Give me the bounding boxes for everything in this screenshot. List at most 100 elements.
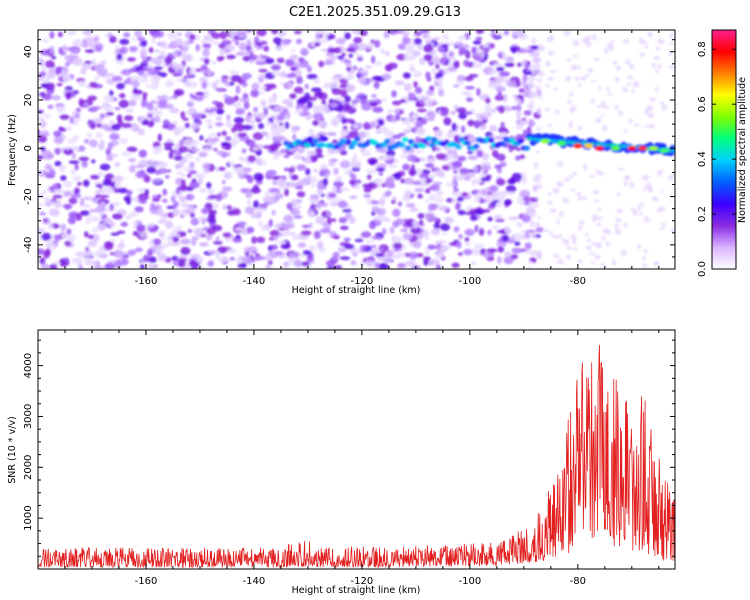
spectrogram-cell [230,74,242,82]
spectrogram-cell [39,49,51,56]
spectrogram-cell [206,140,217,146]
spectrogram-cell [56,105,66,114]
spectrogram-cell [235,51,247,56]
spectrogram-cell [577,83,582,87]
spectrogram-cell [255,42,263,47]
spectrogram-cell [203,89,210,98]
spectrogram-cell [125,108,134,114]
spectrogram-cell [511,106,517,111]
spectrogram-cell [313,230,321,240]
spectrogram-cell [301,261,310,267]
spectrogram-cell [408,251,418,260]
spectrogram-cell [375,130,382,135]
spectrogram-cell [125,196,132,205]
spectrogram-cell [184,122,190,129]
spectrogram-cell [606,86,610,92]
spectrogram-cell [152,109,163,117]
snr-series-line [38,344,675,569]
spectrogram-cell [306,136,314,142]
spectrogram-cell [191,236,200,241]
spectrogram-cell [44,163,53,171]
spectrogram-cell [394,80,405,86]
spectrogram-cell [364,131,370,138]
spectrogram-cell [392,208,401,217]
spectrogram-hotspot [611,146,621,151]
spectrogram-cell [176,162,184,169]
spectrogram-cell [150,179,162,183]
spectrogram-cell [156,55,167,59]
spectrogram-cell [504,226,510,234]
spectrogram-cell [167,31,178,40]
spectrogram-cell [569,107,575,114]
spectrogram-cell [205,234,213,241]
spectrogram-cell [49,201,58,206]
spectrogram-cell [213,41,220,46]
spectrogram-cell [177,32,182,36]
spectrogram-cell [145,84,151,89]
spectrogram-cell [330,218,337,222]
spectrogram-cell [312,138,320,144]
spectrogram-cell [402,72,411,79]
spectrogram-cell [189,212,196,218]
spectrogram-cell [423,230,430,235]
spectrogram-cell [268,266,275,269]
spectrogram-cell [130,92,142,102]
spectrogram-cell [311,87,322,93]
spectrogram-cell [215,236,220,242]
spectrogram-cell [381,228,387,235]
spectrogram-cell [545,61,552,67]
spectrogram-cell [215,101,224,110]
spectrogram-cell [52,95,61,101]
spectrogram-cell [202,147,214,151]
spectrogram-cell [444,217,454,223]
spectrogram-cell [443,117,452,126]
spectrogram-cell [611,259,617,266]
spectrogram-cell [339,160,351,169]
spectrogram-cell [319,228,331,234]
spectrogram-cell [197,176,203,185]
spectrogram-cell [580,196,588,201]
spectrogram-cell [572,172,578,176]
spectrogram-cell [176,171,184,175]
spectrogram-cell [188,153,193,159]
spectrogram-cell [473,120,483,127]
spectrogram-cell [257,123,265,129]
spectrogram-cell [522,129,533,135]
spectrogram-cell [309,198,318,204]
spectrogram-cell [557,234,563,239]
spectrogram-cell [214,165,220,173]
spectrogram-cell [178,146,189,153]
spectrogram-cell [361,150,372,157]
spectrogram-cell [265,57,275,64]
spectrogram-cell [138,196,146,204]
spectrogram-cell [233,117,245,124]
spectrogram-cell [572,238,578,245]
spectrogram-cell [316,200,322,210]
spectrogram-cell [295,186,304,190]
x-tick-label: -140 [243,576,266,587]
spectrogram-cell [82,30,92,36]
spectrogram-cell [351,140,358,146]
spectrogram-cell [613,223,619,229]
spectrogram-cell [75,213,83,221]
spectrogram-cell [321,136,329,142]
spectrogram-cell [326,131,337,137]
spectrogram-cell [68,160,80,165]
spectrogram-cell [455,202,461,211]
spectrogram-cell [333,76,339,84]
spectrogram-cell [294,69,303,77]
spectrogram-cell [238,42,247,51]
spectrogram-cell [544,107,550,113]
spectrogram-cell [529,52,533,57]
spectrogram-cell [326,216,332,226]
spectrogram-cell [261,159,267,166]
spectrogram-cell [653,198,659,202]
spectrogram-cell [267,259,273,265]
spectrogram-cell [211,32,221,39]
spectrogram-cell [365,259,375,268]
spectrogram-cell [184,79,190,87]
spectrogram-cell [391,134,402,139]
spectrogram-cell [416,108,427,113]
spectrogram-cell [424,199,430,203]
spectrogram-cell [661,222,667,227]
